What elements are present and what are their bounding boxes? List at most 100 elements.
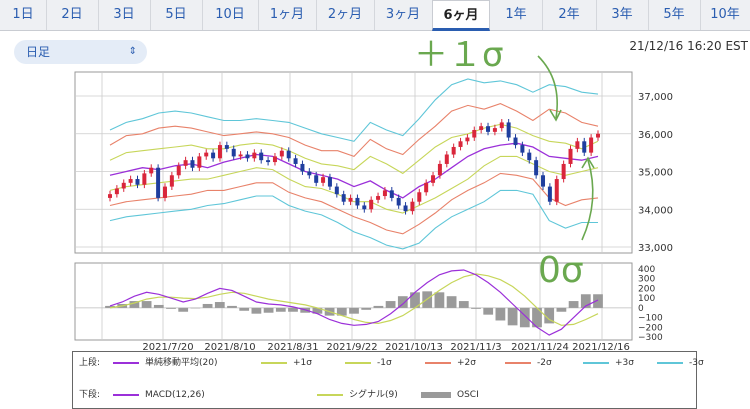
candle-body (514, 138, 518, 146)
candle-body (190, 160, 194, 168)
legend-item-lower-2: OSCI (421, 387, 479, 403)
candle-body (438, 164, 442, 175)
legend-item-lower-1: シグナル(9) (317, 387, 398, 403)
candle-body (294, 158, 298, 164)
candle-body (149, 168, 153, 174)
candle-body (239, 155, 243, 157)
annotation-plus1sigma: ＋１σ (414, 35, 504, 75)
candle-body (307, 172, 311, 176)
candle-body (404, 205, 408, 211)
macd-y-tick-label: 200 (638, 284, 655, 294)
candle-body (163, 187, 167, 198)
x-tick-label: 2021/8/31 (267, 342, 318, 350)
candle-body (273, 156, 277, 162)
candle-body (328, 177, 332, 186)
candle-body (184, 160, 188, 166)
x-tick-label: 2021/11/3 (450, 342, 501, 350)
legend-swatch (345, 362, 371, 364)
macd-y-tick-label: −300 (638, 333, 663, 343)
candle-body (122, 183, 126, 189)
candle-body (362, 205, 366, 209)
candle-body (259, 153, 263, 161)
legend-item-label: OSCI (457, 390, 479, 400)
candle-body (252, 153, 256, 159)
legend-item-label: 単純移動平均(20) (145, 358, 217, 368)
legend-swatch (261, 362, 287, 364)
stock-chart: 33,00034,00035,00036,00037,0004003002001… (0, 0, 750, 350)
macd-y-tick-label: 0 (638, 304, 644, 314)
osci-bar (142, 301, 152, 308)
legend-upper-row: 上段: 単純移動平均(20)+1σ-1σ+2σ-2σ+3σ-3σ (73, 355, 696, 371)
legend-item-3: +2σ (425, 355, 476, 371)
candle-body (486, 126, 490, 132)
candle-body (555, 179, 559, 202)
candle-body (534, 160, 538, 175)
legend-upper-label: 上段: (79, 355, 100, 371)
candle-body (417, 192, 421, 201)
candle-body (562, 164, 566, 179)
candle-body (218, 145, 222, 158)
osci-bar (154, 305, 164, 308)
candle-body (108, 194, 112, 198)
x-tick-label: 2021/12/16 (572, 342, 630, 350)
legend-item-5: +3σ (583, 355, 634, 371)
candle-body (445, 155, 449, 164)
candle-body (211, 153, 215, 159)
legend-swatch (425, 362, 451, 364)
candle-body (596, 134, 600, 138)
legend-swatch (583, 362, 609, 364)
osci-bar (264, 308, 274, 313)
osci-bar (215, 302, 225, 308)
legend-item-label: +3σ (615, 358, 634, 368)
candle-body (452, 147, 456, 155)
legend-item-0: 単純移動平均(20) (113, 355, 217, 371)
osci-bar (288, 308, 298, 312)
osci-bar (203, 304, 213, 308)
price-y-tick-label: 34,000 (638, 205, 673, 216)
candle-body (342, 194, 346, 202)
candle-body (245, 155, 249, 159)
legend-item-label: シグナル(9) (349, 390, 398, 400)
candle-body (589, 138, 593, 153)
candle-body (115, 188, 119, 194)
candle-body (541, 175, 545, 186)
macd-y-tick-label: −200 (638, 323, 663, 333)
price-y-tick-label: 36,000 (638, 130, 673, 141)
candle-body (266, 160, 270, 162)
price-y-tick-label: 37,000 (638, 92, 673, 103)
candle-body (280, 151, 284, 157)
candle-body (548, 187, 552, 202)
osci-bar (239, 308, 249, 311)
candle-body (527, 153, 531, 161)
candle-body (300, 164, 304, 172)
legend-item-2: -1σ (345, 355, 392, 371)
candle-body (569, 149, 573, 164)
annotation-zero-sigma: 0σ (538, 250, 584, 291)
candle-body (459, 141, 463, 147)
osci-bar (483, 308, 493, 315)
chart-legend: 上段: 単純移動平均(20)+1σ-1σ+2σ-2σ+3σ-3σ 下段: MAC… (72, 351, 697, 409)
legend-item-label: +1σ (293, 358, 312, 368)
macd-y-tick-label: −100 (638, 314, 663, 324)
candle-body (507, 122, 511, 137)
candle-body (355, 198, 359, 206)
price-panel-frame (75, 72, 632, 253)
candle-body (493, 128, 497, 132)
candle-body (156, 168, 160, 198)
candle-body (431, 175, 435, 183)
candle-body (225, 145, 229, 149)
osci-bar (496, 308, 506, 321)
candle-body (314, 175, 318, 183)
legend-item-label: +2σ (457, 358, 476, 368)
legend-item-label: -2σ (537, 358, 552, 368)
osci-bar (178, 308, 188, 312)
x-tick-label: 2021/9/22 (326, 342, 377, 350)
osci-bar (166, 308, 176, 309)
candle-body (397, 198, 401, 206)
osci-bar (435, 292, 445, 308)
osci-bar (374, 306, 384, 308)
macd-y-tick-label: 400 (638, 265, 655, 275)
osci-bar (508, 308, 518, 325)
osci-bar (447, 296, 457, 308)
candle-body (575, 141, 579, 149)
